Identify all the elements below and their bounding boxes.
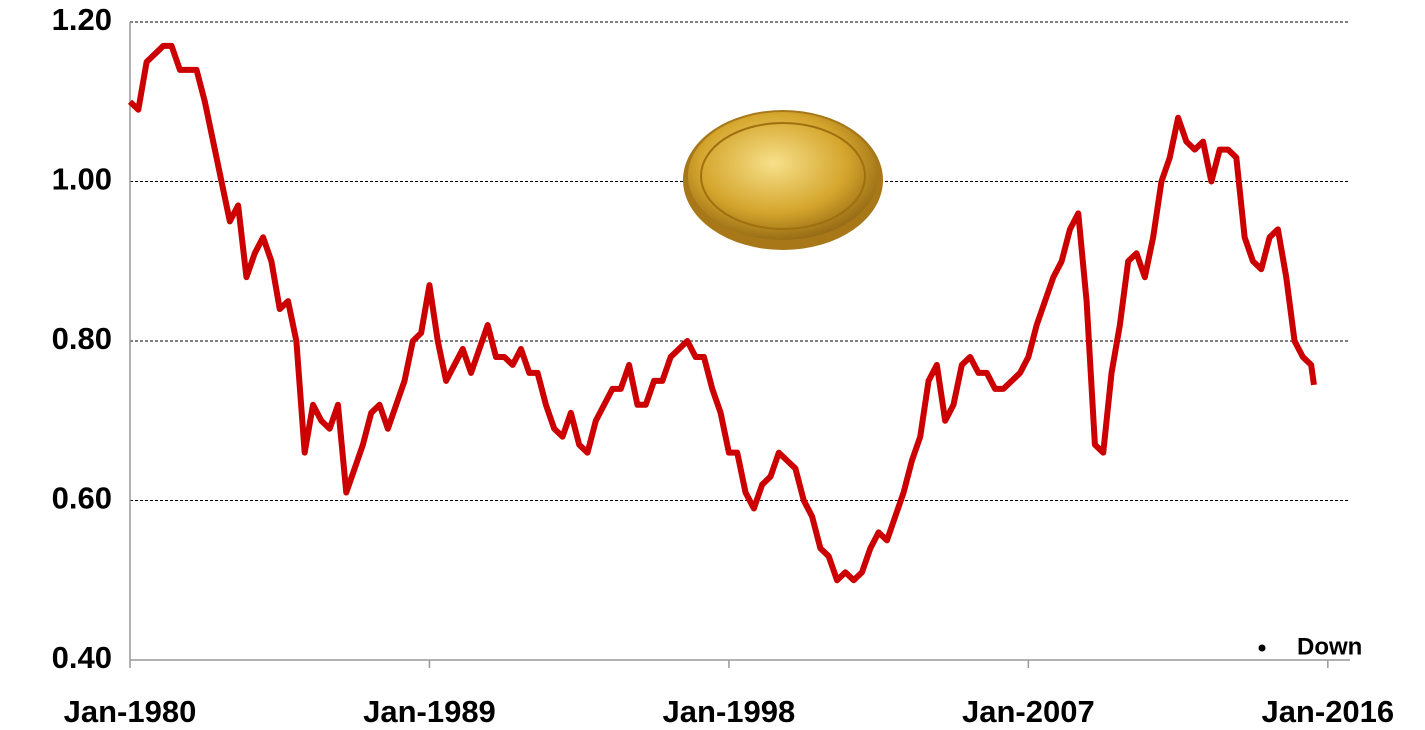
y-tick-label: 0.60 [52,481,112,516]
y-tick-label: 0.80 [52,321,112,356]
y-tick-label: 1.00 [52,162,112,197]
y-tick-label: 0.40 [52,640,112,675]
x-tick-label: Jan-2016 [1261,694,1394,729]
bullet [1259,645,1266,652]
y-tick-label: 1.20 [52,2,112,37]
annotation: Down [1297,633,1362,660]
x-tick-label: Jan-2007 [962,694,1095,729]
x-tick-label: Jan-1989 [363,694,496,729]
x-tick-label: Jan-1980 [64,694,197,729]
coin-image [683,110,883,250]
chart: Down 0.40 0.60 0.80 1.00 1.20 Jan-1980 Jan-198… [0,0,1425,730]
x-tick-label: Jan-1998 [663,694,796,729]
